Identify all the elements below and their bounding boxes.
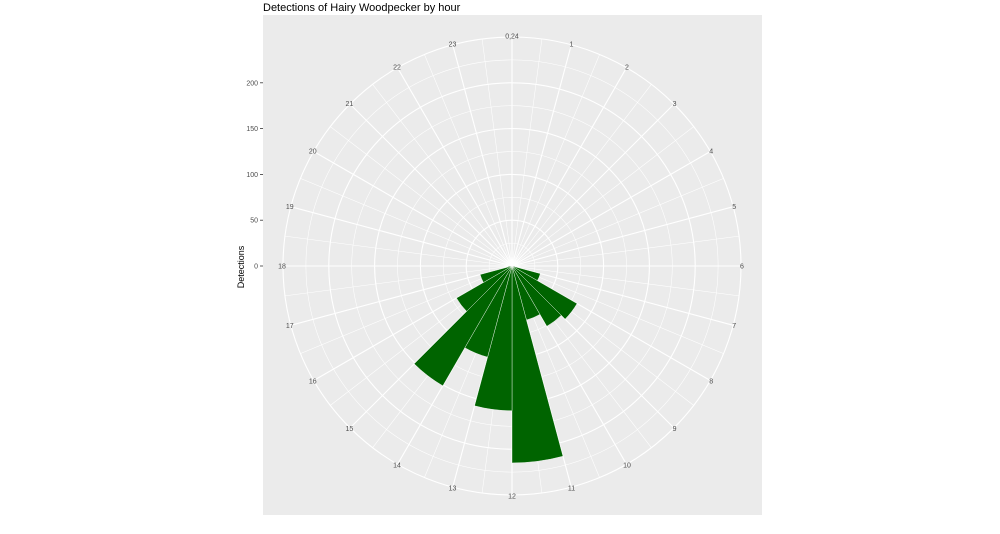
hour-label: 12 bbox=[508, 494, 516, 501]
hour-label: 3 bbox=[673, 101, 677, 108]
angular-gridline-major bbox=[511, 103, 675, 267]
angular-gridline-minor bbox=[511, 54, 600, 267]
angular-gridline-major bbox=[290, 265, 513, 326]
hour-label: 19 bbox=[286, 204, 294, 211]
angular-gridline-minor bbox=[511, 265, 740, 297]
hour-label: 15 bbox=[346, 426, 354, 433]
y-axis: 0 50 100 150 200 bbox=[246, 80, 263, 271]
hour-label: 14 bbox=[393, 463, 401, 470]
angular-gridline-minor bbox=[424, 54, 513, 267]
hour-label: 7 bbox=[732, 323, 736, 330]
hour-label: 4 bbox=[709, 149, 713, 156]
chart-title: Detections of Hairy Woodpecker by hour bbox=[263, 2, 461, 14]
angular-gridline-minor bbox=[284, 235, 513, 267]
hour-labels: 0,24123456789101112131415161718192021222… bbox=[278, 34, 744, 501]
hour-label: 5 bbox=[732, 204, 736, 211]
hour-label: 16 bbox=[309, 379, 317, 386]
angular-gridline-minor bbox=[372, 84, 513, 267]
hour-label: 13 bbox=[449, 486, 457, 493]
hour-label: 23 bbox=[449, 41, 457, 48]
angular-gridline-major bbox=[397, 67, 513, 267]
angular-gridline-minor bbox=[300, 265, 513, 354]
bar-hour-11 bbox=[511, 265, 564, 464]
bar-hour-16 bbox=[479, 265, 513, 283]
y-axis-title: Detections bbox=[236, 245, 246, 288]
hour-label: 22 bbox=[393, 64, 401, 71]
bar-hour-9 bbox=[511, 265, 562, 327]
hour-label: 11 bbox=[568, 486, 575, 493]
angular-gridline-minor bbox=[511, 126, 694, 267]
angular-gridline-major bbox=[452, 44, 513, 267]
bar-hour-8 bbox=[511, 265, 578, 320]
hour-label: 1 bbox=[570, 41, 574, 48]
angular-gridline-major bbox=[511, 151, 711, 267]
hour-label: 2 bbox=[625, 64, 629, 71]
bar-hour-15 bbox=[456, 265, 513, 312]
angular-gridline-major bbox=[290, 206, 513, 267]
hour-label: 21 bbox=[346, 101, 354, 108]
y-tick-label: 0 bbox=[254, 264, 258, 271]
angular-gridline-major bbox=[511, 44, 572, 267]
angular-gridline-minor bbox=[511, 38, 543, 267]
angular-gridline-minor bbox=[511, 265, 724, 354]
hour-label: 18 bbox=[278, 264, 286, 271]
y-tick-label: 150 bbox=[246, 126, 258, 133]
angular-gridline-major bbox=[511, 265, 734, 326]
angular-gridline-minor bbox=[284, 265, 513, 297]
angular-gridline-minor bbox=[481, 38, 513, 267]
bars-layer bbox=[413, 265, 578, 464]
hour-label: 10 bbox=[623, 463, 631, 470]
bar-hour-12 bbox=[474, 265, 513, 411]
hour-label: 17 bbox=[286, 323, 294, 330]
angular-gridline-major bbox=[511, 67, 627, 267]
y-tick-label: 100 bbox=[246, 172, 258, 179]
angular-gridline-minor bbox=[511, 84, 652, 267]
hour-label: 8 bbox=[709, 379, 713, 386]
hour-label: 9 bbox=[673, 426, 677, 433]
angular-gridline-minor bbox=[511, 235, 740, 267]
angular-gridline-major bbox=[313, 151, 513, 267]
angular-gridline-minor bbox=[300, 178, 513, 267]
y-tick-label: 200 bbox=[246, 80, 258, 87]
bar-hour-17 bbox=[508, 265, 513, 268]
angular-gridline-minor bbox=[330, 126, 513, 267]
angular-gridline-minor bbox=[511, 178, 724, 267]
y-tick-label: 50 bbox=[250, 218, 258, 225]
angular-gridline-major bbox=[349, 103, 513, 267]
bar-hour-14 bbox=[413, 265, 513, 387]
hour-label: 20 bbox=[309, 149, 317, 156]
angular-gridline-major bbox=[511, 206, 734, 267]
hour-label: 6 bbox=[740, 264, 744, 271]
hour-label: 0,24 bbox=[505, 34, 519, 41]
